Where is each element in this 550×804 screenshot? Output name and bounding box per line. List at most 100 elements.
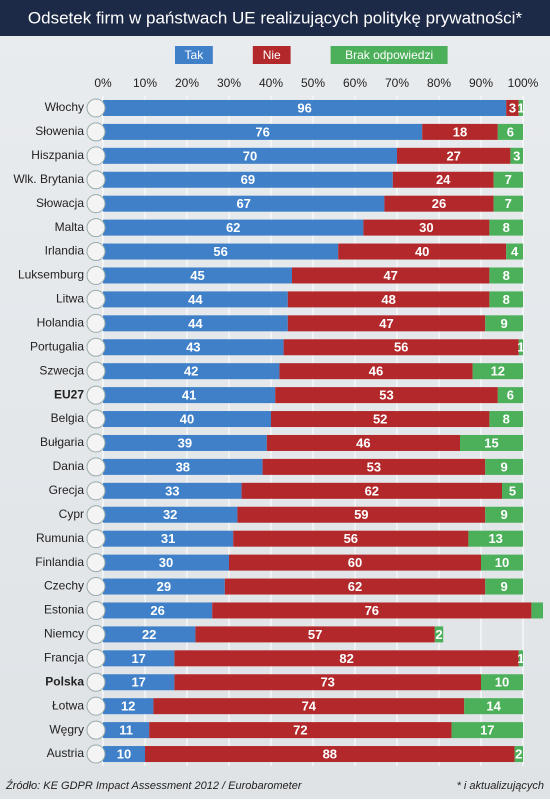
bar-segment (518, 650, 523, 667)
value-label: 1 (517, 340, 524, 355)
y-tick-label: Hiszpania (31, 148, 84, 162)
bar-segment (493, 195, 523, 212)
y-tick-label: Finlandia (35, 555, 84, 569)
value-label: 82 (339, 651, 353, 666)
bar-segment (493, 171, 523, 188)
flag (86, 553, 106, 573)
y-tick-label: Irlandia (45, 244, 85, 258)
y-tick-label: Dania (53, 459, 85, 473)
flag (86, 218, 106, 238)
flag (86, 385, 106, 405)
value-label: 67 (236, 196, 250, 211)
flag (86, 624, 106, 644)
value-label: 10 (495, 555, 509, 570)
x-tick-label: 70% (385, 76, 409, 90)
value-label: 47 (383, 268, 397, 283)
y-tick-label: Szwecja (39, 363, 84, 377)
bar-segment (384, 195, 494, 212)
y-tick-label: Belgia (51, 411, 85, 425)
bar-segment (489, 219, 523, 236)
bar-segment (489, 267, 523, 284)
value-label: 62 (365, 483, 379, 498)
value-label: 38 (176, 459, 190, 474)
value-label: 48 (381, 292, 395, 307)
flag (86, 194, 106, 214)
value-label: 31 (161, 531, 175, 546)
value-label: 46 (356, 435, 370, 450)
y-tick-label: Łotwa (52, 698, 84, 712)
bar-segment (103, 434, 267, 451)
legend-swatch (175, 46, 213, 64)
bar-segment (229, 554, 481, 571)
value-label: 62 (226, 220, 240, 235)
bar-segment (103, 219, 364, 236)
value-label: 8 (503, 411, 510, 426)
value-label: 14 (486, 699, 501, 714)
flag (86, 122, 106, 142)
flag (86, 648, 106, 668)
value-label: 10 (495, 675, 509, 690)
bar-segment (506, 243, 523, 260)
value-label: 4 (511, 244, 519, 259)
y-tick-label: Słowacja (36, 196, 84, 210)
value-label: 9 (500, 316, 507, 331)
value-label: 8 (503, 220, 510, 235)
value-label: 43 (186, 340, 200, 355)
value-label: 26 (150, 603, 164, 618)
flag (86, 696, 106, 716)
bar-segment (103, 195, 385, 212)
value-label: 56 (213, 244, 227, 259)
bar-segment (514, 746, 523, 763)
value-label: 57 (308, 627, 322, 642)
value-label: 2 (515, 746, 522, 761)
x-tick-label: 80% (427, 76, 451, 90)
value-label: 72 (293, 723, 307, 738)
legend-label: Brak odpowiedzi (345, 48, 433, 62)
y-tick-label: Rumunia (36, 531, 84, 545)
flag (86, 146, 106, 166)
bar-segment (103, 171, 393, 188)
bar-segment (262, 458, 486, 475)
value-label: 3 (513, 148, 520, 163)
bar-segment (103, 387, 276, 404)
bar-segment (103, 99, 507, 116)
value-label: 56 (344, 531, 358, 546)
value-label: 45 (190, 268, 204, 283)
bar-segment (195, 626, 435, 643)
value-label: 60 (348, 555, 362, 570)
x-tick-label: 40% (259, 76, 283, 90)
value-label: 76 (255, 124, 269, 139)
value-label: 11 (119, 723, 133, 738)
bar-segment (103, 506, 238, 523)
title-bar (0, 0, 550, 36)
y-tick-label: Cypr (59, 507, 84, 521)
value-label: 30 (419, 220, 433, 235)
legend-swatch (330, 46, 448, 64)
x-tick-label: 100% (508, 76, 539, 90)
legend-label: Nie (263, 48, 281, 62)
x-tick-label: 10% (133, 76, 157, 90)
value-label: 24 (436, 172, 451, 187)
value-label: 47 (379, 316, 393, 331)
bar-segment (460, 434, 523, 451)
chart-title: Odsetek firm w państwach UE realizującyc… (28, 8, 523, 27)
flag (86, 577, 106, 597)
flag (86, 672, 106, 692)
y-tick-label: Malta (55, 220, 85, 234)
bar-segment (502, 482, 523, 499)
bar-segment (103, 458, 263, 475)
flag (86, 313, 106, 333)
value-label: 8 (503, 292, 510, 307)
y-tick-label: Węgry (49, 722, 84, 736)
y-tick-label: Włochy (45, 100, 84, 114)
labels: 0% 10% 20% 30% 40% 50% 60% 70% 80% 90% 100% Włochy S… (13, 76, 539, 764)
bar-segment (266, 434, 460, 451)
value-label: 7 (505, 196, 512, 211)
value-label: 30 (159, 555, 173, 570)
bar-segment (485, 458, 523, 475)
bar-segment (149, 722, 452, 739)
bar-segment (497, 387, 523, 404)
value-label: 6 (507, 388, 514, 403)
y-tick-label: Austria (47, 746, 85, 760)
value-label: 56 (394, 340, 408, 355)
